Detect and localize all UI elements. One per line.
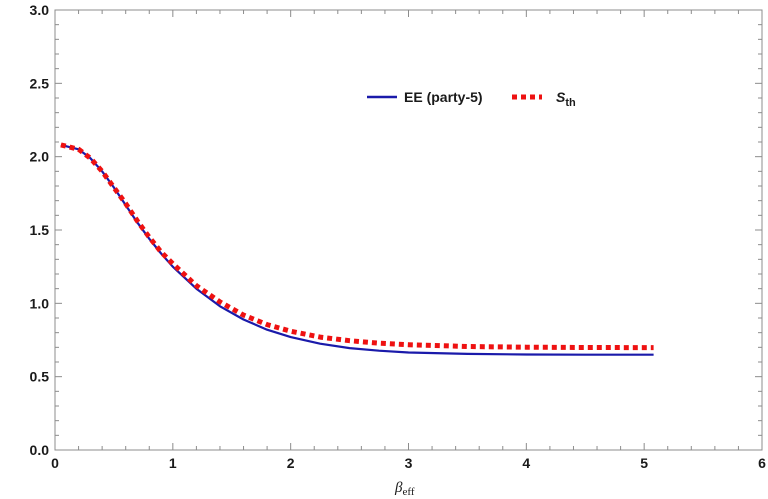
x-axis-title: βeff [394, 480, 415, 498]
y-tick-label: 1.0 [30, 295, 50, 311]
y-tick-label: 0.0 [30, 442, 50, 458]
y-tick-label: 3.0 [30, 2, 50, 18]
x-tick-label: 6 [758, 455, 766, 471]
x-axis-title-main: β [394, 480, 403, 496]
legend-label-sth-sub: th [565, 97, 576, 109]
y-tick-label: 2.0 [30, 149, 50, 165]
x-tick-label: 4 [522, 455, 530, 471]
x-tick-label: 1 [169, 455, 177, 471]
x-tick-label: 5 [640, 455, 648, 471]
series-layer [60, 142, 654, 356]
x-tick-label: 2 [287, 455, 295, 471]
ticks-layer [54, 9, 763, 451]
y-tick-label: 1.5 [30, 222, 50, 238]
legend: EE (party-5) Sth [367, 89, 576, 109]
x-tick-label: 3 [405, 455, 413, 471]
series-line-sth [60, 142, 654, 351]
tick-labels-layer: 0 1 2 3 4 5 6 0.0 0.5 1.0 1.5 2.0 2.5 3.0 [30, 2, 767, 471]
y-tick-label: 2.5 [30, 75, 50, 91]
legend-label-sth-main: S [556, 89, 566, 105]
y-tick-label: 0.5 [30, 369, 50, 385]
legend-label-sth: Sth [556, 89, 576, 109]
plot-frame [54, 9, 763, 451]
x-axis-title-sub: eff [402, 486, 414, 498]
series-line-ee [60, 143, 654, 356]
x-tick-label: 0 [51, 455, 59, 471]
legend-label-ee: EE (party-5) [404, 89, 483, 105]
